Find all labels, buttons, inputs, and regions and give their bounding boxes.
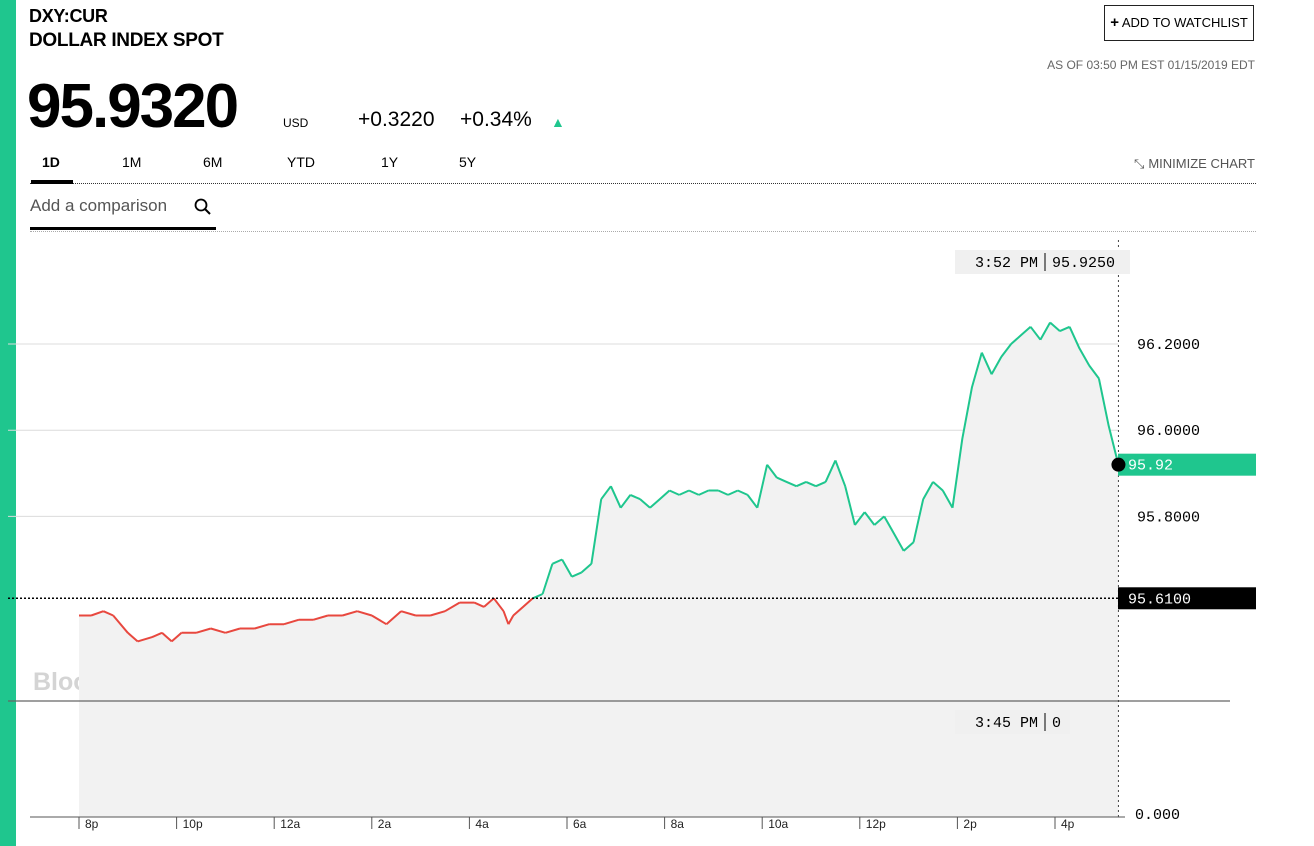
volume-tooltip: 3:45 PM 0	[955, 710, 1070, 734]
active-tab-indicator	[31, 180, 73, 184]
price-line-below-close	[79, 597, 534, 643]
security-name: DOLLAR INDEX SPOT	[29, 30, 224, 51]
price-change: +0.3220	[358, 108, 435, 131]
range-tabs: 1D 1M 6M YTD 1Y 5Y	[30, 150, 1256, 184]
header-divider	[30, 231, 1256, 232]
crosshair-tooltip: 3:52 PM 95.9250	[955, 250, 1130, 274]
y-tick-label-0: 96.2000	[1137, 337, 1200, 354]
x-axis-ticks: 8p 10p 12a 2a 4a 6a 8a 10a 12p 2p 4p	[78, 817, 1075, 831]
last-value-label: 95.92	[1118, 453, 1256, 476]
last-value: 95.92	[1128, 458, 1173, 475]
price-line-above-close	[532, 321, 1120, 600]
minimize-chart-button[interactable]: ⤡ MINIMIZE CHART	[1134, 156, 1255, 172]
minimize-icon: ⤡	[1133, 156, 1145, 171]
price-change-percent: +0.34%	[460, 108, 532, 131]
previous-close-label: 95.6100	[1118, 587, 1256, 610]
search-icon[interactable]	[194, 198, 212, 216]
add-to-watchlist-button[interactable]: + ADD TO WATCHLIST	[1104, 5, 1254, 41]
comparison-input[interactable]	[30, 196, 180, 216]
last-price: 95.9320	[27, 72, 239, 141]
x-tick-label-7: 10a	[768, 817, 788, 831]
x-tick-label-2: 12a	[280, 817, 300, 831]
y-tick-label-2: 95.8000	[1137, 509, 1200, 526]
plus-icon: +	[1110, 14, 1119, 31]
x-tick-label-6: 8a	[671, 817, 685, 831]
x-tick-label-3: 2a	[378, 817, 392, 831]
y-axis-labels: 96.2000 96.0000 95.8000	[1137, 337, 1200, 526]
tab-ytd[interactable]: YTD	[287, 154, 315, 170]
comparison-search	[30, 196, 216, 230]
up-arrow-icon: ▲	[551, 114, 565, 130]
tab-1y[interactable]: 1Y	[381, 154, 399, 170]
volume-time: 3:45 PM	[975, 715, 1038, 732]
minimize-label: MINIMIZE CHART	[1148, 156, 1255, 171]
x-tick-label-4: 4a	[475, 817, 489, 831]
x-tick-label-5: 6a	[573, 817, 587, 831]
as-of-timestamp: AS OF 03:50 PM EST 01/15/2019 EDT	[1047, 58, 1255, 72]
price-area	[79, 322, 1119, 817]
tab-1m[interactable]: 1M	[122, 154, 142, 170]
x-tick-label-1: 10p	[183, 817, 203, 831]
crosshair-time: 3:52 PM	[975, 255, 1038, 272]
previous-close-value: 95.6100	[1128, 591, 1191, 608]
tab-5y[interactable]: 5Y	[459, 154, 477, 170]
last-point-marker	[1111, 457, 1126, 472]
volume-axis-label: 0.000	[1135, 807, 1180, 824]
ticker-symbol: DXY:CUR	[29, 6, 108, 26]
accent-bar	[0, 0, 16, 846]
x-tick-label-0: 8p	[85, 817, 99, 831]
volume-value: 0	[1052, 715, 1061, 732]
tab-1d[interactable]: 1D	[42, 154, 60, 170]
grid-lines	[8, 343, 1118, 517]
x-tick-label-9: 2p	[963, 817, 977, 831]
currency-label: USD	[283, 116, 309, 130]
crosshair-value: 95.9250	[1052, 255, 1115, 272]
x-tick-label-8: 12p	[866, 817, 886, 831]
y-tick-label-1: 96.0000	[1137, 423, 1200, 440]
x-tick-label-10: 4p	[1061, 817, 1075, 831]
tab-6m[interactable]: 6M	[203, 154, 223, 170]
watchlist-label: ADD TO WATCHLIST	[1121, 15, 1248, 30]
